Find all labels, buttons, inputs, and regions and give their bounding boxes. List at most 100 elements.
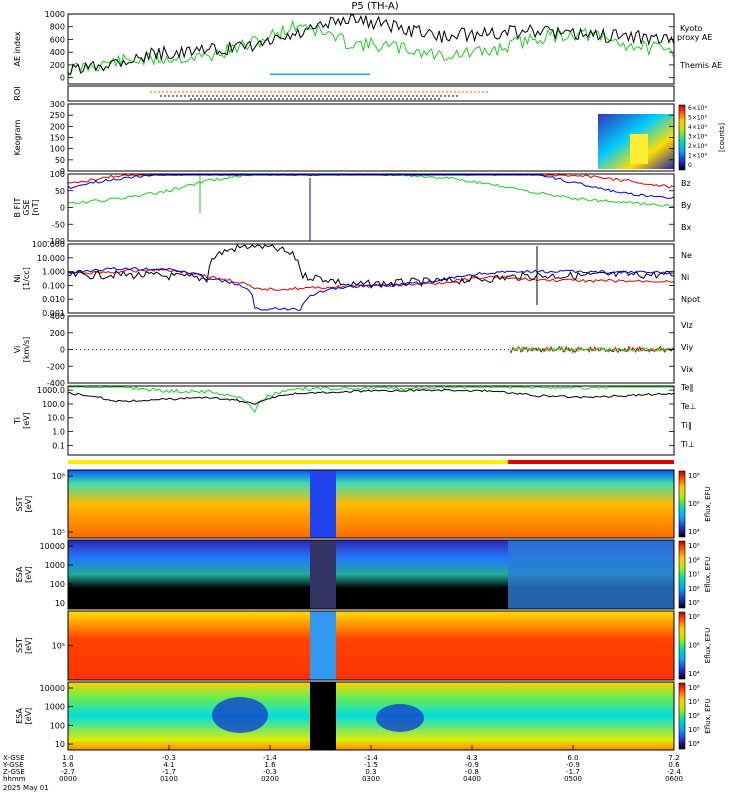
- ae-index-ytick-label: 600: [50, 35, 65, 44]
- xaxis-tick-label: -0.9: [566, 761, 580, 769]
- keogram-cbar-tick: 0: [688, 162, 692, 169]
- xaxis-tick-label: -0.3: [263, 768, 277, 776]
- velocity-legend-viz: Viz: [681, 321, 693, 330]
- ae-index-ylabel: AE index: [13, 31, 22, 66]
- bfield-ytick-label: -50: [52, 220, 65, 229]
- sst-ion-gap: [310, 611, 336, 680]
- esa-ion-ylabel: ESA: [15, 708, 24, 724]
- velocity-series-green: [509, 346, 675, 353]
- bfield-series-blue: [67, 174, 675, 199]
- ae-index-ytick-label: 400: [50, 48, 65, 57]
- density-series-blue: [67, 267, 675, 311]
- roi-frame: [67, 85, 675, 102]
- keogram-ytick-label: 100: [50, 145, 65, 154]
- sst-electron-ytick-label: 10⁶: [52, 472, 65, 481]
- temperature-legend-2: Ti‖: [680, 421, 692, 430]
- density-ytick-label: 0.001: [42, 309, 65, 318]
- sst-ion-cbar-tick: 10⁴: [688, 670, 700, 678]
- sst-electron-cbar-label: Eflux, EFU: [704, 486, 712, 521]
- esa-ion-cbar-tick: 10⁵: [688, 726, 700, 734]
- bfield-ytick-label: 50: [55, 187, 65, 196]
- density-ylabel: [1/cc]: [22, 267, 31, 290]
- sst-electron-colorbar: [678, 470, 686, 538]
- esa-ion-blob-1: [212, 697, 268, 733]
- esa-electron-ytick-label: 10000: [40, 542, 65, 551]
- density-ylabel: Ni: [13, 274, 22, 282]
- temperature-ytick-label: 1000.0: [37, 386, 65, 395]
- esa-ion-cbar-label: Eflux, EFU: [704, 698, 712, 733]
- xaxis-row-label-0: X-GSE: [3, 754, 25, 762]
- xaxis-tick-label: 1.0: [62, 754, 73, 762]
- velocity-ylabel: Vi: [13, 346, 22, 354]
- esa-ion-cbar-tick: 10⁴: [688, 740, 700, 748]
- velocity-legend-viy: Viy: [681, 343, 694, 352]
- sst-ion-ytick-label: 10⁵: [52, 642, 65, 651]
- esa-electron-ylabel: [eV]: [24, 566, 33, 583]
- sst-electron-spectrogram: [68, 470, 674, 538]
- temperature-ytick-label: 0.1: [52, 441, 65, 450]
- sst-ion-ylabel: SST: [15, 638, 24, 653]
- keogram-ytick-label: 150: [50, 134, 65, 143]
- temperature-ylabel: Ti: [13, 417, 22, 425]
- xaxis-row-label-3: hhmm: [3, 775, 26, 783]
- esa-electron-cbar-label: Eflux, EFU: [704, 557, 712, 592]
- xaxis-tick-label: -0.8: [465, 768, 479, 776]
- keogram-ytick-label: 50: [55, 156, 65, 165]
- esa-ion-ytick-label: 1000: [45, 703, 65, 712]
- esa-electron-ytick-label: 10: [55, 599, 65, 608]
- keogram-cbar-tick: 4×10⁴: [688, 124, 707, 131]
- sst-electron-frame: [67, 469, 675, 539]
- xaxis-tick-label: -1.7: [162, 768, 176, 776]
- density-ytick-label: 100.000: [32, 240, 65, 249]
- sst-ion-spectrogram: [68, 611, 674, 680]
- xaxis-tick-label: -1.4: [263, 754, 277, 762]
- temperature-legend-3: Ti⊥: [680, 440, 695, 449]
- esa-ion-cbar-tick: 10⁶: [688, 712, 700, 720]
- esa-ion-spectrogram: [68, 682, 674, 750]
- keogram-aurora: [630, 134, 648, 164]
- esa-electron-cbar-tick: 10⁵: [688, 599, 700, 607]
- esa-ion-ylabel: [eV]: [24, 708, 33, 725]
- xaxis-tick-label: 0.3: [365, 768, 376, 776]
- sst-ion-cbar-tick: 10⁸: [688, 613, 700, 621]
- ae-index-ytick-label: 200: [50, 61, 65, 70]
- sst-electron-ylabel: SST: [15, 496, 24, 511]
- keogram-frame: [67, 103, 675, 172]
- xaxis-tick-label: 0500: [564, 775, 582, 783]
- temperature-legend-1: Te⊥: [680, 402, 696, 411]
- bfield-series-green: [67, 174, 675, 208]
- xaxis-tick-label: 7.2: [668, 754, 679, 762]
- sst-electron-ylabel: [eV]: [24, 496, 33, 513]
- xaxis-tick-label: -2.4: [667, 768, 681, 776]
- bfield-legend-bx: Bx: [681, 223, 691, 232]
- bfield-ylabel: [nT]: [31, 199, 40, 215]
- sst-electron-ytick-label: 10⁵: [52, 528, 65, 537]
- xaxis-tick-label: -2.7: [61, 768, 75, 776]
- density-ytick-label: 10.000: [37, 254, 65, 263]
- sst-electron-cbar-tick: 10⁴: [688, 528, 700, 536]
- xaxis-tick-label: 4.3: [466, 754, 477, 762]
- esa-electron-ytick-label: 100: [50, 580, 65, 589]
- bfield-ylabel: GSE: [22, 199, 31, 215]
- density-legend-npot: Npot: [681, 295, 700, 304]
- xaxis-tick-label: 4.1: [163, 761, 174, 769]
- plot-title: P5 (TH-A): [351, 1, 398, 12]
- mode-bar-slow: [68, 460, 508, 464]
- keogram-ytick-label: 300: [50, 100, 65, 109]
- xaxis-tick-label: 0200: [261, 775, 279, 783]
- keogram-cbar-tick: 2×10⁴: [688, 143, 707, 150]
- keogram-cbar-tick: 3×10⁴: [688, 134, 707, 141]
- xaxis-tick-label: 5.6: [62, 761, 74, 769]
- xaxis-tick-label: -1.5: [364, 761, 378, 769]
- keogram-cbar-label: [counts]: [718, 123, 726, 152]
- temperature-legend-0: Te‖: [680, 383, 693, 392]
- keogram-cbar-tick: 1×10⁴: [688, 153, 707, 160]
- bfield-ytick-label: 100: [50, 170, 65, 179]
- velocity-ytick-label: 0: [60, 346, 65, 355]
- xaxis-tick-label: 0.6: [668, 761, 680, 769]
- velocity-ytick-label: 400: [50, 312, 65, 321]
- xaxis-tick-label: 6.0: [567, 754, 578, 762]
- esa-electron-ylabel: ESA: [15, 566, 24, 582]
- esa-ion-colorbar: [678, 682, 686, 750]
